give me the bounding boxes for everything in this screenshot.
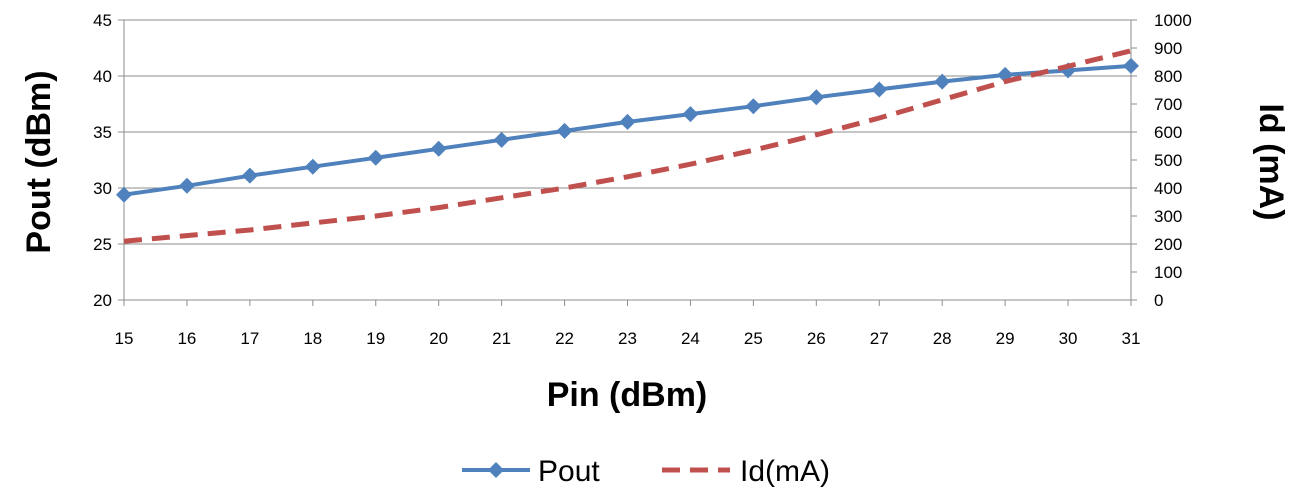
x-tick-label: 30 [1059, 329, 1078, 348]
y-tick-label: 25 [93, 235, 112, 254]
y-tick-label: 20 [93, 291, 112, 310]
plot-area [116, 48, 1139, 244]
legend-item-id: Id(mA) [662, 455, 830, 488]
y2-axis-tick-labels: 0 100 200 300 400 500 600 700 800 900 1000 [1154, 11, 1192, 310]
data-point [178, 177, 195, 194]
data-point [493, 131, 510, 148]
y2-tick-label: 500 [1154, 151, 1182, 170]
x-axis-title: Pin (dBm) [547, 376, 708, 414]
legend: Pout Id(mA) [462, 455, 830, 488]
data-point [430, 140, 447, 157]
y2-tick-label: 300 [1154, 207, 1182, 226]
x-tick-label: 25 [744, 329, 763, 348]
gridlines [124, 19, 1131, 245]
x-tick-label: 31 [1122, 329, 1141, 348]
x-tick-label: 23 [618, 329, 637, 348]
x-tick-label: 29 [996, 329, 1015, 348]
y2-tick-label: 0 [1154, 291, 1163, 310]
data-point [241, 167, 258, 184]
series-line-1 [123, 48, 1132, 244]
data-point [871, 81, 888, 98]
data-point [934, 73, 951, 90]
x-tick-label: 24 [681, 329, 700, 348]
x-tick-label: 19 [366, 329, 385, 348]
y-axis-tick-labels: 20 25 30 35 40 45 [93, 11, 112, 310]
data-point [367, 149, 384, 166]
x-tick-label: 18 [303, 329, 322, 348]
y2-tick-label: 200 [1154, 235, 1182, 254]
y-tick-label: 35 [93, 123, 112, 142]
data-point [745, 98, 762, 115]
data-point [619, 113, 636, 130]
x-tick-label: 22 [555, 329, 574, 348]
x-tick-label: 21 [492, 329, 511, 348]
data-point [556, 122, 573, 139]
y2-tick-label: 100 [1154, 263, 1182, 282]
data-point [808, 89, 825, 106]
y-tick-label: 45 [93, 11, 112, 30]
x-axis-tick-labels: 15 16 17 18 19 20 21 22 23 24 25 26 27 28 29 30 31 [115, 329, 1141, 348]
y2-tick-label: 700 [1154, 95, 1182, 114]
data-point [1123, 57, 1139, 74]
x-tick-label: 28 [933, 329, 952, 348]
x-tick-label: 17 [240, 329, 259, 348]
y2-tick-label: 800 [1154, 67, 1182, 86]
y2-tick-label: 1000 [1154, 11, 1192, 30]
y2-tick-label: 900 [1154, 39, 1182, 58]
y-tick-label: 40 [93, 67, 112, 86]
legend-id-label: Id(mA) [740, 455, 830, 488]
legend-item-pout: Pout [462, 455, 600, 488]
x-tick-label: 20 [429, 329, 448, 348]
data-point [304, 158, 321, 175]
x-tick-label: 15 [115, 329, 134, 348]
y2-tick-label: 600 [1154, 123, 1182, 142]
data-point [682, 106, 699, 123]
y2-tick-label: 400 [1154, 179, 1182, 198]
x-tick-label: 26 [807, 329, 826, 348]
legend-pout-label: Pout [538, 455, 600, 488]
y-tick-label: 30 [93, 179, 112, 198]
x-tick-label: 16 [177, 329, 196, 348]
y-axis-title: Pout (dBm) [20, 70, 58, 253]
axes [118, 19, 1137, 306]
data-point [116, 186, 132, 203]
x-tick-label: 27 [870, 329, 889, 348]
y2-axis-title: Id (mA) [1252, 103, 1290, 220]
legend-pout-marker [488, 462, 504, 478]
